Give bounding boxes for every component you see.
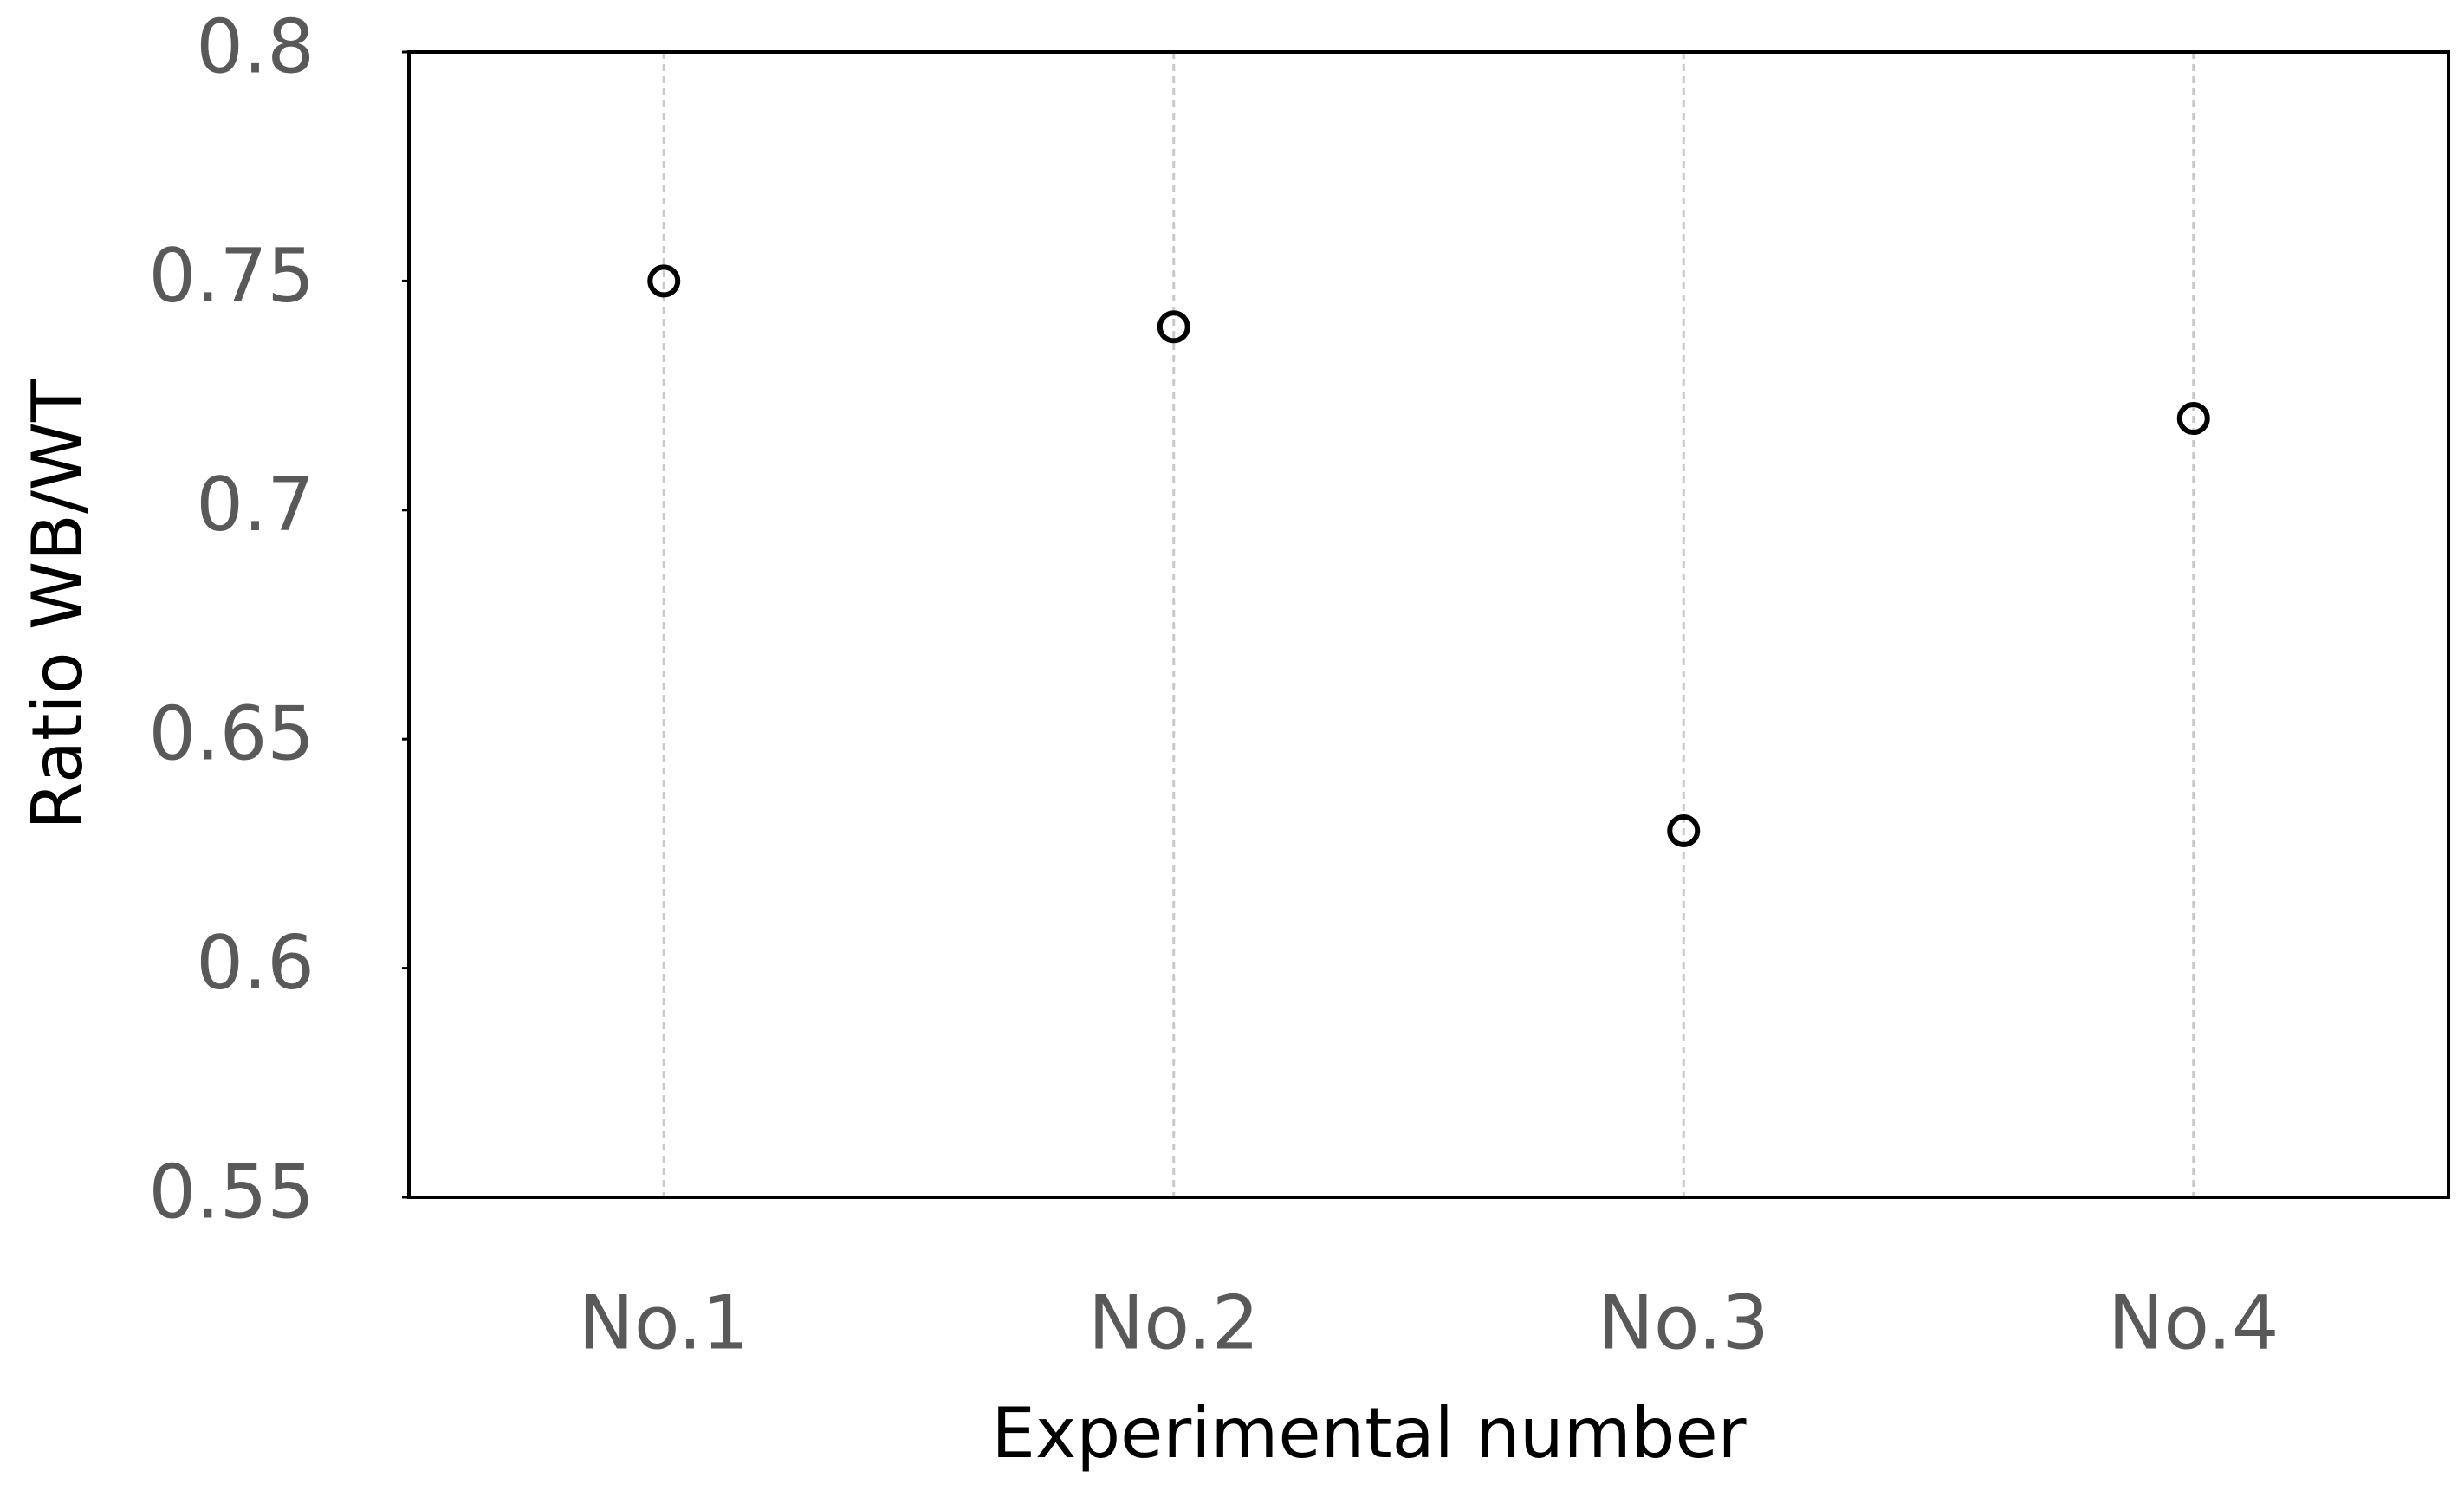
x-tick-label: No.2 [1088,1280,1260,1366]
y-axis-title: Ratio WB/WT [17,379,98,830]
y-tick-label: 0.65 [149,691,314,778]
x-tick-label: No.1 [579,1280,750,1366]
grid [662,52,2195,1197]
y-tick-label: 0.8 [196,3,314,90]
y-tick-label: 0.75 [149,233,314,320]
x-tick-label: No.3 [1598,1280,1770,1366]
marker [1667,813,1701,847]
plot-frame [407,50,2450,1199]
y-tick-label: 0.55 [149,1149,314,1235]
y-tick-label: 0.7 [196,462,314,548]
marker [1157,310,1190,344]
x-axis-title: Experimental number [991,1393,1746,1474]
y-tick-label: 0.6 [196,920,314,1007]
marker [647,264,681,298]
x-tick-label: No.4 [2108,1280,2279,1366]
marker [2176,402,2210,436]
